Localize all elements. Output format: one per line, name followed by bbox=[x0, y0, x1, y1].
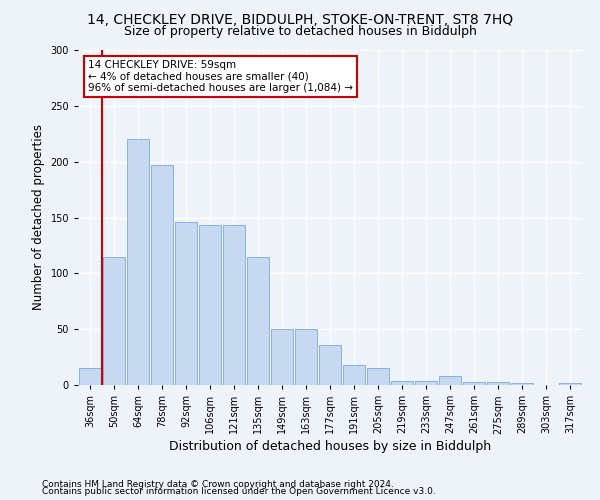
Text: Contains HM Land Registry data © Crown copyright and database right 2024.: Contains HM Land Registry data © Crown c… bbox=[42, 480, 394, 489]
Bar bbox=[199, 226, 221, 385]
Bar bbox=[223, 226, 245, 385]
Bar bbox=[175, 222, 197, 385]
Bar bbox=[319, 345, 341, 385]
Bar bbox=[487, 382, 509, 385]
Bar bbox=[391, 380, 413, 385]
Bar bbox=[511, 383, 533, 385]
Bar bbox=[127, 140, 149, 385]
Bar bbox=[463, 382, 485, 385]
Bar bbox=[367, 368, 389, 385]
Bar bbox=[151, 165, 173, 385]
Bar bbox=[271, 329, 293, 385]
Text: Size of property relative to detached houses in Biddulph: Size of property relative to detached ho… bbox=[124, 25, 476, 38]
Bar bbox=[79, 368, 101, 385]
X-axis label: Distribution of detached houses by size in Biddulph: Distribution of detached houses by size … bbox=[169, 440, 491, 454]
Text: 14, CHECKLEY DRIVE, BIDDULPH, STOKE-ON-TRENT, ST8 7HQ: 14, CHECKLEY DRIVE, BIDDULPH, STOKE-ON-T… bbox=[87, 12, 513, 26]
Text: Contains public sector information licensed under the Open Government Licence v3: Contains public sector information licen… bbox=[42, 487, 436, 496]
Text: 14 CHECKLEY DRIVE: 59sqm
← 4% of detached houses are smaller (40)
96% of semi-de: 14 CHECKLEY DRIVE: 59sqm ← 4% of detache… bbox=[88, 60, 353, 93]
Bar bbox=[103, 256, 125, 385]
Bar bbox=[439, 376, 461, 385]
Bar bbox=[247, 256, 269, 385]
Bar bbox=[295, 329, 317, 385]
Bar bbox=[343, 365, 365, 385]
Y-axis label: Number of detached properties: Number of detached properties bbox=[32, 124, 45, 310]
Bar bbox=[415, 380, 437, 385]
Bar bbox=[559, 383, 581, 385]
